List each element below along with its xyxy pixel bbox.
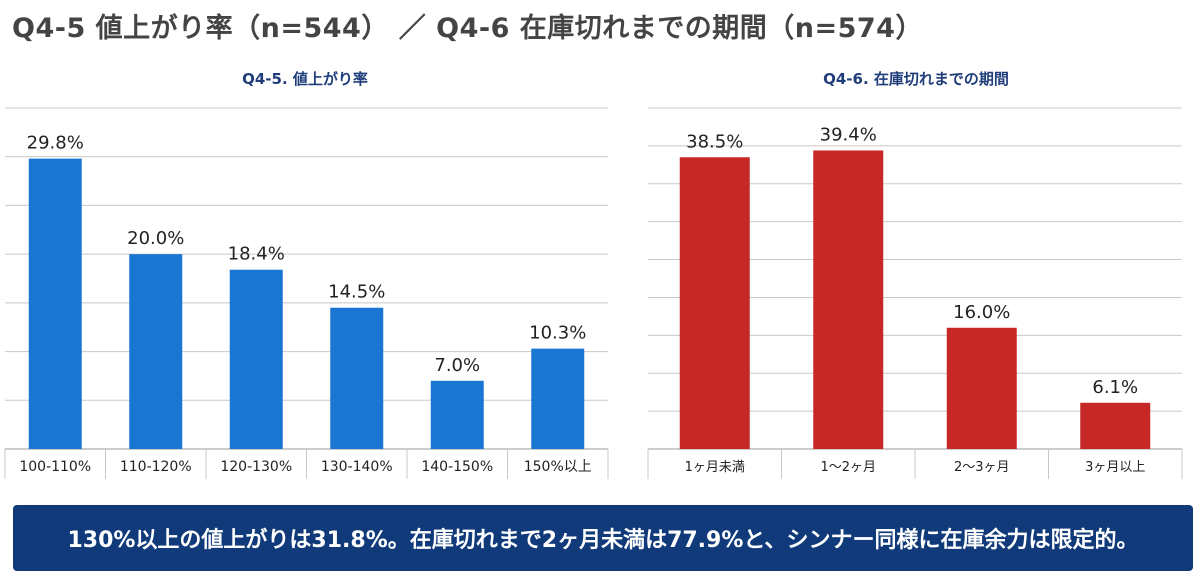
price-bar-value-label: 7.0% xyxy=(434,355,480,376)
stock-category-label: 1～2ヶ月 xyxy=(820,460,876,475)
price-bar xyxy=(28,158,82,450)
stock-category-label: 3ヶ月以上 xyxy=(1085,460,1145,475)
stock-category-label: 2～3ヶ月 xyxy=(954,460,1010,475)
price-category-label: 120-130% xyxy=(220,459,292,475)
chart-title-price-increase: Q4-5. 値上がり率 xyxy=(242,70,368,88)
stock-category-label: 1ヶ月未満 xyxy=(685,460,745,475)
summary-banner: 130%以上の値上がりは31.8%。在庫切れまで2ヶ月未満は77.9%と、シンナ… xyxy=(13,505,1193,571)
price-bar xyxy=(330,307,384,449)
price-bar-value-label: 14.5% xyxy=(328,282,385,303)
stock-bar-value-label: 39.4% xyxy=(820,124,877,145)
stock-bar xyxy=(813,150,884,450)
stock-bar-value-label: 16.0% xyxy=(953,302,1010,323)
price-bar xyxy=(430,380,484,449)
stock-bar xyxy=(1080,402,1151,449)
stock-bar xyxy=(946,327,1017,449)
chart-title-stockout-period: Q4-6. 在庫切れまでの期間 xyxy=(823,70,1009,88)
price-category-label: 130-140% xyxy=(321,459,393,475)
price-bar xyxy=(531,348,585,449)
price-bar-value-label: 10.3% xyxy=(529,323,586,344)
summary-text: 130%以上の値上がりは31.8%。在庫切れまで2ヶ月未満は77.9%と、シンナ… xyxy=(67,528,1139,553)
price-bar-value-label: 20.0% xyxy=(127,228,184,249)
price-bar xyxy=(129,254,183,449)
stock-bar-value-label: 6.1% xyxy=(1092,377,1138,398)
price-category-label: 140-150% xyxy=(421,459,493,475)
price-bar-value-label: 29.8% xyxy=(27,133,84,154)
price-bar-value-label: 18.4% xyxy=(228,244,285,265)
price-category-label: 100-110% xyxy=(19,459,91,475)
price-category-label: 110-120% xyxy=(120,459,192,475)
page-title: Q4-5 値上がり率（n=544） ／ Q4-6 在庫切れまでの期間（n=574… xyxy=(12,13,923,44)
stock-bar-value-label: 38.5% xyxy=(686,131,743,152)
price-category-label: 150%以上 xyxy=(524,459,592,475)
price-bar xyxy=(229,269,283,449)
stock-bar xyxy=(679,157,750,449)
